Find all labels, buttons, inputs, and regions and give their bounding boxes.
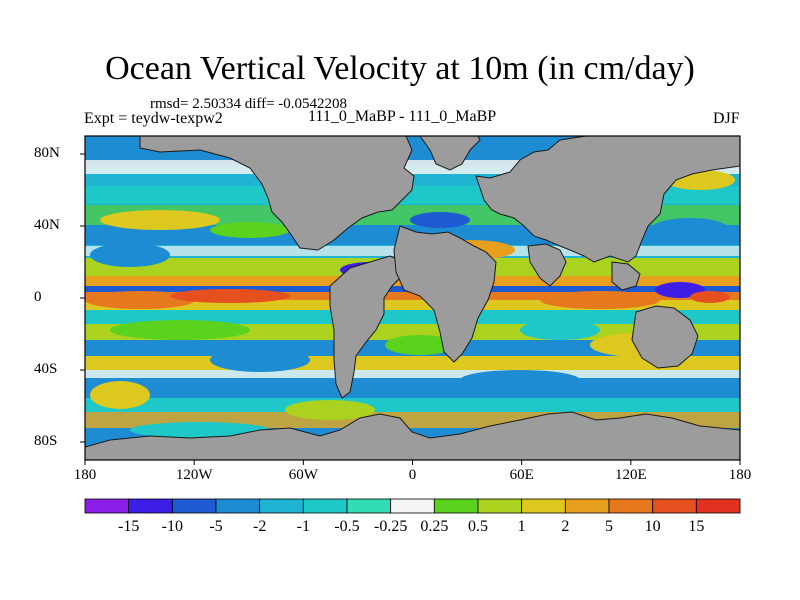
colorbar-swatch <box>259 498 304 514</box>
lat-tick-label: 80S <box>34 433 58 449</box>
colorbar-level-label: 0.5 <box>468 518 488 535</box>
colorbar-level-label: 5 <box>605 518 613 535</box>
blob-2 <box>170 289 290 303</box>
band-eq-yellow-s <box>85 300 740 310</box>
lon-tick-label: 180 <box>73 467 97 483</box>
colorbar <box>84 498 741 514</box>
colorbar-level-label: 15 <box>688 518 705 535</box>
lat-tick-label: 80N <box>34 145 60 161</box>
comparison-label: 111_0_MaBP - 111_0_MaBP <box>308 108 497 125</box>
colorbar-swatch <box>477 498 523 514</box>
land-maritime <box>611 261 641 291</box>
colorbar-level-label: -5 <box>209 518 223 535</box>
band-eq-orange <box>85 292 740 300</box>
colorbar-swatch <box>433 498 479 514</box>
lon-tick-label: 60E <box>509 467 534 483</box>
land-india <box>527 243 567 287</box>
blob-7 <box>210 222 290 238</box>
lat-tick-label: 40S <box>34 361 58 377</box>
colorbar-swatch <box>128 498 173 514</box>
lat-tick-label: 0 <box>34 289 42 305</box>
land-africa-arabia <box>393 225 497 363</box>
colorbar-level-label: 0.25 <box>420 518 449 535</box>
land-eurasia <box>475 136 740 263</box>
colorbar-swatch <box>564 498 610 514</box>
colorbar-swatch <box>521 498 566 514</box>
blob-14 <box>460 370 580 390</box>
colorbar-level-label: -0.25 <box>373 518 408 535</box>
colorbar-level-label: -2 <box>252 518 267 535</box>
map-title: Ocean Vertical Velocity at 10m (in cm/da… <box>105 50 695 87</box>
colorbar-level-label: -1 <box>296 518 310 535</box>
band-south-white <box>85 370 740 378</box>
lon-tick-label: 60W <box>288 467 318 483</box>
blob-10 <box>655 282 705 298</box>
colorbar-swatch <box>390 498 435 514</box>
land-america-north <box>139 136 415 251</box>
blob-4 <box>210 348 310 372</box>
ocean-field <box>85 136 740 460</box>
blob-8 <box>90 381 150 409</box>
blob-22 <box>130 422 270 438</box>
colorbar-level-label: -10 <box>161 518 183 535</box>
colorbar-swatch <box>346 498 392 514</box>
blob-15 <box>650 218 730 242</box>
lon-tick-label: 180 <box>728 467 752 483</box>
colorbar-level-label: 2 <box>561 518 570 535</box>
land-australia <box>631 305 699 369</box>
stats-label: rmsd= 2.50334 diff= -0.0542208 <box>150 96 348 112</box>
land-america-south <box>329 255 405 399</box>
colorbar-level-label: 1 <box>517 518 526 535</box>
band-south-1 <box>85 310 740 324</box>
season-label: DJF <box>713 110 740 127</box>
lat-tick-label: 40N <box>34 217 60 233</box>
band-south-5 <box>85 378 740 398</box>
lon-tick-label: 120E <box>614 467 647 483</box>
land-antarctica <box>85 411 740 460</box>
colorbar-swatch <box>652 498 697 514</box>
blob-11 <box>690 291 730 303</box>
lon-tick-label: 0 <box>408 467 417 483</box>
blob-21 <box>285 400 375 420</box>
colorbar-swatch <box>608 498 654 514</box>
colorbar-swatch <box>695 498 741 514</box>
colorbar-swatch <box>171 498 217 514</box>
colorbar-level-label: -15 <box>117 518 140 535</box>
blob-6 <box>100 210 220 230</box>
blob-12 <box>520 320 600 340</box>
band-south-6 <box>85 398 740 412</box>
colorbar-swatch <box>302 498 348 514</box>
experiment-label: Expt = teydw-texpw2 <box>84 110 223 127</box>
colorbar-level-label: 10 <box>644 518 661 535</box>
axis-ticks <box>80 153 741 465</box>
blob-18 <box>410 212 470 228</box>
colorbar-swatch <box>215 498 261 514</box>
lon-tick-label: 120W <box>175 467 213 483</box>
blob-9 <box>540 291 660 309</box>
blob-1 <box>85 291 195 309</box>
blob-3 <box>110 320 250 340</box>
colorbar-swatch <box>84 498 130 514</box>
blob-20 <box>385 335 455 355</box>
land-greenland <box>419 136 481 171</box>
colorbar-level-label: -0.5 <box>334 518 360 535</box>
land-masses <box>85 136 740 460</box>
blob-5 <box>90 243 170 267</box>
